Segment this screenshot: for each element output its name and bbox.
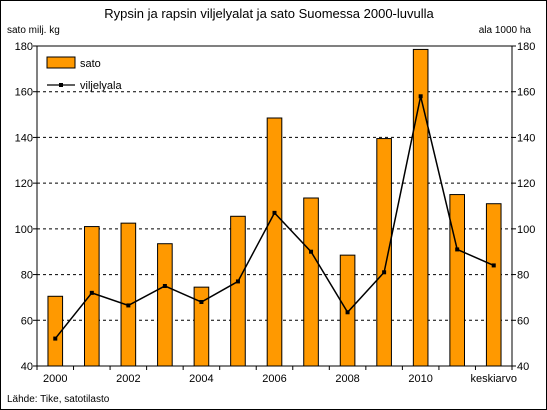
chart-title: Rypsin ja rapsin viljelyalat ja sato Suo… — [104, 6, 434, 21]
y-axis-left-label: sato milj. kg — [7, 25, 60, 36]
bar-sato-2009 — [376, 138, 392, 367]
y-left-tick-label: 100 — [15, 224, 33, 236]
bar-sato-2007 — [303, 197, 319, 367]
x-tick-label: 2000 — [43, 373, 67, 385]
legend-label-sato: sato — [80, 58, 101, 70]
bar-sato-2011 — [449, 194, 465, 367]
tick-labels: 40 40 60 60 80 80 100 100 120 120 140 140 160 160 180 1… — [15, 41, 536, 385]
y-left-tick-label: 120 — [15, 178, 33, 190]
point-viljelyala-2008 — [345, 310, 350, 315]
legend: sato viljelyala — [46, 56, 122, 92]
y-right-tick-label: 80 — [517, 270, 529, 282]
y-axis-right-label: ala 1000 ha — [479, 25, 532, 36]
y-right-tick-label: 100 — [517, 224, 535, 236]
y-left-tick-label: 40 — [21, 361, 33, 373]
bar-sato-2005 — [230, 215, 246, 367]
point-viljelyala-2010 — [418, 94, 423, 99]
y-left-tick-label: 180 — [15, 41, 33, 53]
y-left-tick-label: 140 — [15, 132, 33, 144]
y-right-tick-label: 40 — [517, 361, 529, 373]
bar-sato-2002 — [120, 222, 137, 367]
x-tick-label: keskiarvo — [470, 373, 516, 385]
x-tick-label: 2008 — [335, 373, 359, 385]
point-viljelyala-2001 — [89, 290, 94, 295]
point-viljelyala-2007 — [309, 249, 314, 254]
y-left-tick-label: 80 — [21, 270, 33, 282]
y-right-tick-label: 60 — [517, 315, 529, 327]
point-viljelyala-2004 — [199, 300, 204, 304]
bar-sato-2003 — [157, 243, 173, 367]
x-tick-label: 2002 — [116, 373, 140, 385]
source-note: Lähde: Tike, satotilasto — [7, 394, 110, 405]
point-viljelyala-2006 — [272, 210, 277, 215]
plot-area-border — [36, 45, 513, 367]
axes — [33, 45, 516, 370]
y-right-tick-label: 140 — [517, 132, 535, 144]
x-tick-label: 2006 — [262, 373, 286, 385]
bar-sato-2006 — [266, 117, 283, 367]
legend-marker-viljelyala — [59, 83, 63, 87]
point-viljelyala-2005 — [235, 279, 240, 284]
x-tick-label: 2010 — [408, 373, 432, 385]
y-right-tick-label: 160 — [517, 87, 535, 99]
legend-swatch-sato — [46, 56, 76, 69]
y-left-tick-label: 160 — [15, 87, 33, 99]
y-right-tick-label: 120 — [517, 178, 535, 190]
y-left-tick-label: 60 — [21, 315, 33, 327]
point-viljelyala-2003 — [162, 284, 167, 288]
legend-label-viljelyala: viljelyala — [80, 80, 122, 92]
point-viljelyala-2000 — [53, 336, 58, 341]
point-viljelyala-keskiarvo — [491, 263, 496, 268]
line-viljelyala — [53, 94, 496, 341]
gridlines — [37, 91, 512, 321]
bar-sato-keskiarvo — [485, 203, 502, 367]
bar-sato-2001 — [84, 226, 100, 367]
point-viljelyala-2002 — [126, 303, 131, 308]
x-tick-label: 2004 — [189, 373, 213, 385]
y-right-tick-label: 180 — [517, 41, 535, 53]
point-viljelyala-2011 — [455, 247, 460, 252]
point-viljelyala-2009 — [382, 270, 387, 275]
bars-sato — [47, 48, 502, 367]
